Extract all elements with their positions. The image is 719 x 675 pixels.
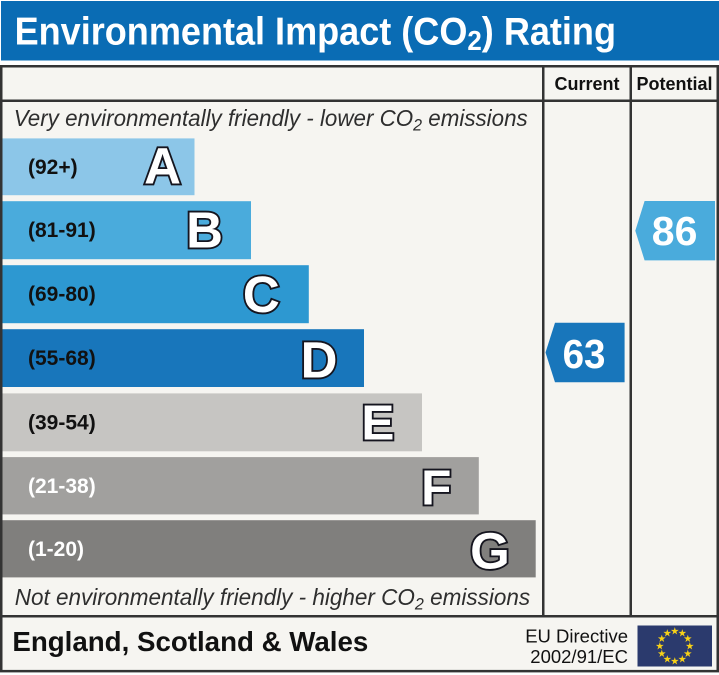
svg-text:(39-54): (39-54) <box>28 411 96 434</box>
svg-text:England, Scotland & Wales: England, Scotland & Wales <box>12 626 368 657</box>
svg-text:D: D <box>301 332 338 389</box>
svg-text:B: B <box>186 202 223 259</box>
svg-text:(81-91): (81-91) <box>28 219 96 242</box>
svg-text:EU Directive: EU Directive <box>525 626 628 647</box>
svg-text:63: 63 <box>563 332 606 377</box>
svg-text:(69-80): (69-80) <box>28 283 96 306</box>
svg-text:Potential: Potential <box>636 74 712 94</box>
svg-text:86: 86 <box>652 208 698 254</box>
svg-text:(55-68): (55-68) <box>28 347 96 370</box>
svg-text:Current: Current <box>554 74 619 94</box>
svg-text:(92+): (92+) <box>28 156 78 179</box>
svg-text:A: A <box>144 137 181 194</box>
svg-text:(21-38): (21-38) <box>28 475 96 498</box>
svg-text:2002/91/EC: 2002/91/EC <box>530 646 628 667</box>
svg-text:Very environmentally friendly: Very environmentally friendly - lower CO… <box>14 104 528 134</box>
svg-text:(1-20): (1-20) <box>28 538 84 561</box>
svg-text:F: F <box>421 460 451 515</box>
svg-text:Environmental Impact (CO2) Rat: Environmental Impact (CO2) Rating <box>15 9 616 56</box>
svg-text:Not environmentally friendly -: Not environmentally friendly - higher CO… <box>15 584 530 614</box>
svg-text:G: G <box>470 523 510 580</box>
svg-text:C: C <box>243 266 280 323</box>
svg-text:E: E <box>361 395 394 450</box>
